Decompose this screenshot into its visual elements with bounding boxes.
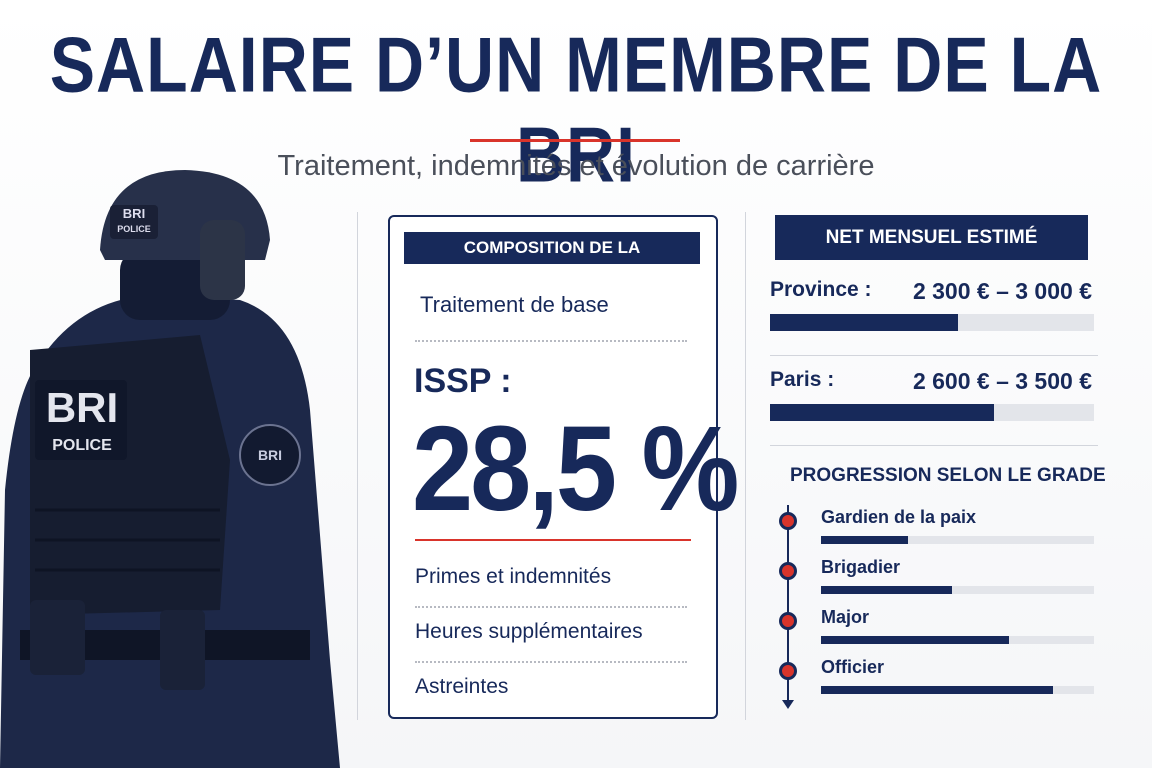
- net-heading: NET MENSUEL ESTIMÉ: [775, 215, 1088, 260]
- grade-label: Major: [821, 607, 870, 627]
- pay-item: Primes et indemnités: [415, 565, 612, 588]
- composition-heading: COMPOSITION DE LA RÉMUNÉRATION: [404, 232, 700, 289]
- separator: [745, 212, 746, 720]
- bar-track: [821, 586, 1094, 594]
- timeline-arrow: [782, 700, 794, 709]
- divider: [415, 606, 687, 608]
- divider: [770, 355, 1098, 356]
- helmet-badge: POLICE: [117, 224, 151, 234]
- issp-value: 28,5 %: [412, 400, 739, 537]
- separator: [357, 212, 358, 720]
- region-label: Paris :: [770, 368, 835, 391]
- bar-fill: [770, 404, 994, 421]
- bar-track: [770, 404, 1094, 421]
- timeline: [787, 505, 789, 703]
- vest-badge: POLICE: [52, 437, 112, 454]
- timeline-dot: [779, 512, 797, 530]
- subtitle: Traitement, indemnités et évolution de c…: [277, 150, 875, 182]
- bar-fill: [821, 686, 1054, 694]
- issp-label: ISSP :: [414, 362, 512, 400]
- grade-label: Gardien de la paix: [821, 507, 977, 527]
- vest-badge: BRI: [46, 384, 118, 431]
- helmet-badge: BRI: [123, 206, 145, 221]
- composition-box: [388, 215, 718, 719]
- base-salary: Traitement de base: [420, 292, 609, 317]
- divider: [770, 445, 1098, 446]
- grades-heading: PROGRESSION SELON LE GRADE: [790, 465, 1106, 486]
- bar-track: [821, 636, 1094, 644]
- region-range: 2 600 € – 3 500 €: [912, 368, 1092, 394]
- pay-item: Astreintes: [415, 675, 509, 698]
- divider: [415, 661, 687, 663]
- bar-track: [821, 686, 1094, 694]
- bar-track: [770, 314, 1094, 331]
- title-underline: [470, 139, 680, 142]
- divider: [415, 539, 691, 541]
- patch-badge: BRI: [258, 447, 282, 463]
- timeline-dot: [779, 562, 797, 580]
- timeline-dot: [779, 612, 797, 630]
- bar-fill: [821, 636, 1010, 644]
- region-label: Province :: [770, 278, 872, 301]
- bar-fill: [821, 536, 909, 544]
- bar-track: [821, 536, 1094, 544]
- grade-label: Officier: [821, 657, 885, 677]
- bar-fill: [821, 586, 953, 594]
- region-range: 2 300 € – 3 000 €: [912, 278, 1092, 304]
- officer-figure: BRI POLICE BRI POLICE BRI: [0, 170, 340, 768]
- divider: [415, 340, 687, 342]
- grade-label: Brigadier: [821, 557, 901, 577]
- bar-fill: [770, 314, 958, 331]
- timeline-dot: [779, 662, 797, 680]
- title: SALAIRE D’UN MEMBRE DE LA BRI: [49, 21, 1103, 199]
- pay-item: Heures supplémentaires: [415, 620, 643, 643]
